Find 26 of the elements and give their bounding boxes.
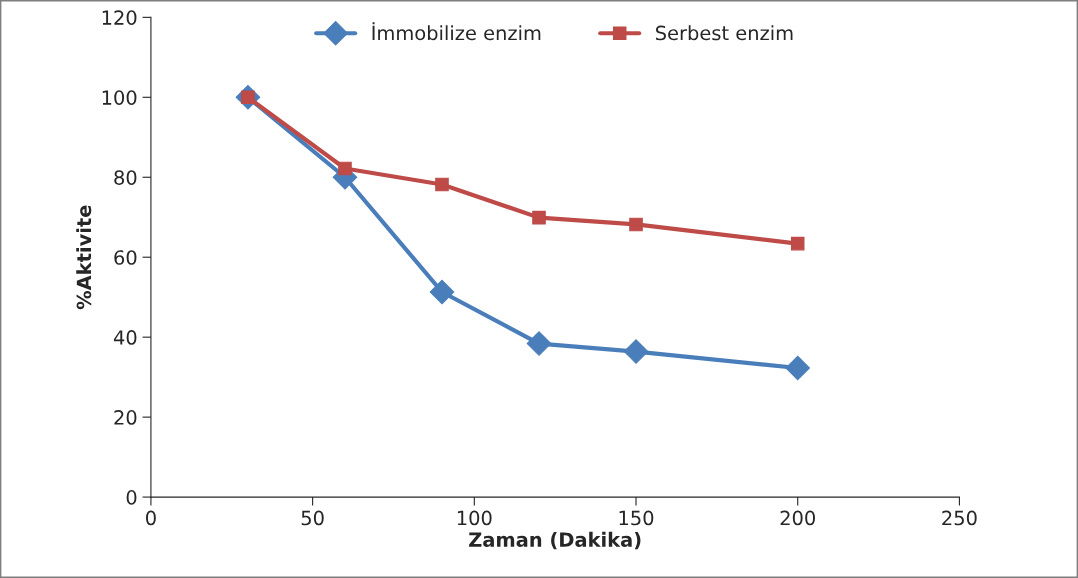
y-tick-label: 20 [114, 410, 137, 425]
point [532, 210, 546, 225]
x-tick-label: 150 [619, 510, 654, 526]
legend-label: İmmobilize enzim [372, 22, 541, 41]
y-axis-title: %Aktivite [76, 205, 92, 310]
point [526, 331, 552, 356]
y-tick-label: 120 [102, 10, 137, 25]
x-axis-title: Zaman (Dakika) [469, 531, 641, 550]
x-tick-label: 0 [146, 510, 156, 526]
point [623, 339, 649, 364]
point [629, 217, 643, 232]
y-tick-label: 0 [126, 490, 137, 505]
point [435, 177, 449, 192]
point [429, 279, 455, 305]
x-tick-label: 50 [301, 510, 324, 526]
y-tick-label: 80 [114, 170, 137, 185]
point [790, 236, 805, 251]
y-tick-label: 40 [113, 330, 137, 345]
x-tick-label: 200 [780, 510, 815, 526]
point [785, 355, 811, 381]
y-tick-label: 100 [102, 90, 137, 105]
x-tick-label: 100 [457, 510, 492, 526]
legend-label: Serbest enzim [656, 25, 793, 41]
y-tick-label: 60 [114, 250, 137, 265]
point [338, 161, 352, 176]
x-tick-label: 250 [942, 510, 977, 526]
